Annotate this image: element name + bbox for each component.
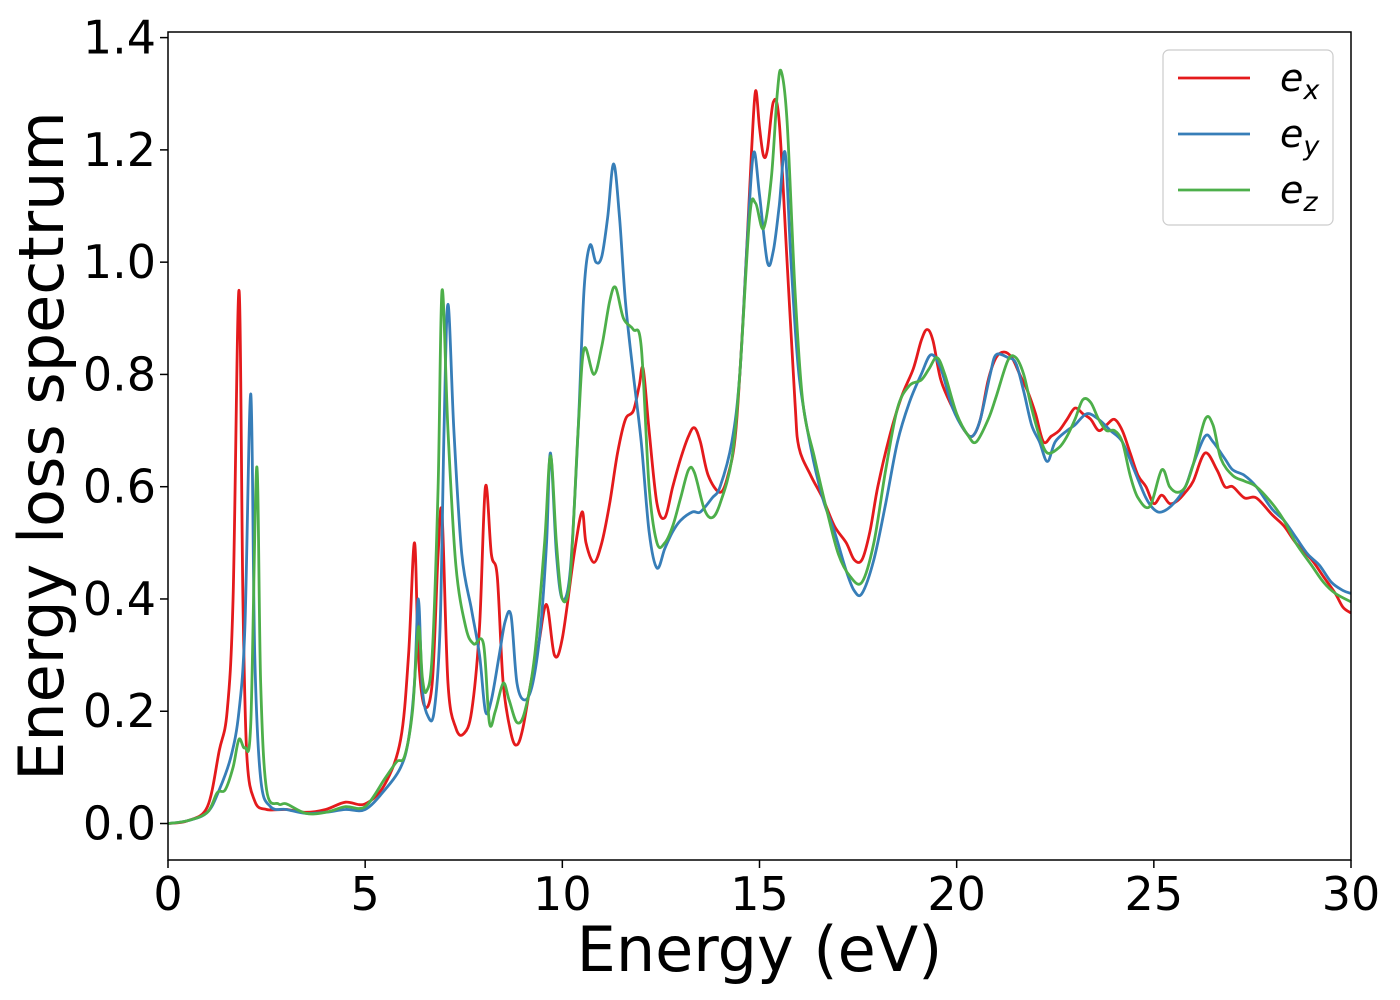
y-tick-label: 0.8 (83, 347, 156, 401)
legend-label-sub: y (1302, 131, 1320, 162)
legend-box (1162, 49, 1334, 226)
x-axis-ticks: 0 5 10 15 20 25 30 (153, 860, 1380, 921)
x-tick-label: 0 (153, 867, 182, 921)
x-tick-label: 30 (1322, 867, 1381, 921)
legend-label-base: e (1280, 112, 1303, 156)
y-tick-label: 0.2 (83, 684, 156, 738)
y-tick-label: 0.0 (83, 797, 156, 851)
y-tick-label: 1.4 (83, 11, 156, 65)
x-tick-label: 20 (927, 867, 986, 921)
y-tick-label: 1.2 (83, 123, 156, 177)
x-tick-label: 5 (351, 867, 380, 921)
y-tick-label: 1.0 (83, 235, 156, 289)
series-line-e_y (168, 150, 1351, 825)
y-tick-label: 0.6 (83, 460, 156, 514)
legend-label-sub: z (1302, 187, 1318, 218)
legend-label-base: e (1280, 168, 1303, 212)
y-axis-label: Energy loss spectrum (5, 111, 78, 781)
legend-label-e_y: ey (1280, 112, 1320, 162)
y-axis-ticks: 0.0 0.2 0.4 0.6 0.8 1.0 1.2 1.4 (83, 11, 168, 851)
x-axis-label: Energy (eV) (577, 913, 943, 986)
x-tick-label: 25 (1125, 867, 1184, 921)
legend-label-base: e (1280, 56, 1303, 100)
series-line-e_z (168, 68, 1351, 825)
legend-label-e_z: ez (1280, 168, 1318, 218)
legend-label-sub: x (1302, 75, 1320, 106)
series-layer (168, 68, 1351, 825)
y-tick-label: 0.4 (83, 572, 156, 626)
x-tick-label: 10 (533, 867, 592, 921)
x-tick-label: 15 (730, 867, 789, 921)
legend-label-e_x: ex (1280, 56, 1320, 106)
